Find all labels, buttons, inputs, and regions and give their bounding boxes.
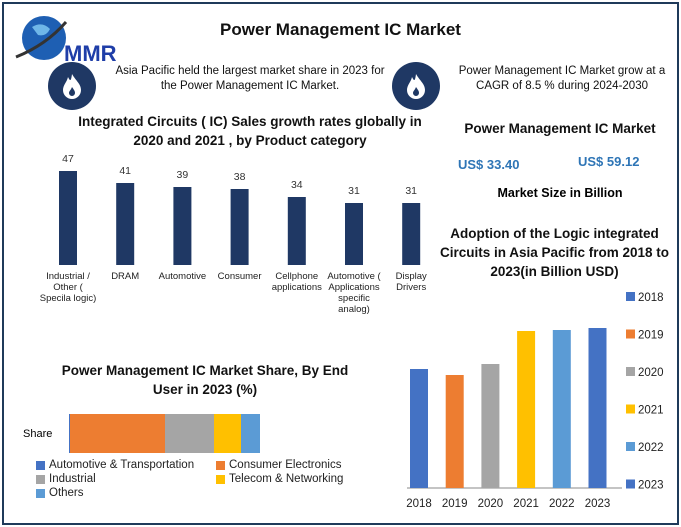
data-label: 34	[291, 179, 303, 191]
legend-label: 2018	[638, 292, 664, 304]
bar	[588, 328, 607, 488]
legend-swatch	[216, 474, 225, 484]
category-label: Automotive	[158, 271, 207, 282]
market-value-2023: US$ 33.40	[458, 157, 520, 172]
data-label: 31	[348, 185, 360, 197]
legend-label: 2021	[638, 405, 664, 417]
legend-swatch	[626, 442, 635, 451]
legend-swatch	[626, 479, 635, 489]
note-asia-pacific: Asia Pacific held the largest market sha…	[115, 65, 385, 92]
ic-sales-chart-title: Integrated Circuits ( IC) Sales growth r…	[78, 114, 422, 148]
legend-swatch	[36, 474, 45, 484]
ic-sales-chart: 47 Industrial / Other ( Specila logic) 41 D…	[39, 153, 427, 315]
bar	[552, 330, 571, 488]
category-label: DRAM	[111, 271, 140, 282]
legend-label: 2023	[638, 480, 664, 492]
category-label: Display Drivers	[395, 271, 427, 293]
x-tick-label: 2019	[442, 498, 468, 510]
legend-item: Consumer Electronics	[216, 459, 376, 471]
category-label: Cellphone applications	[271, 271, 322, 293]
bar	[481, 364, 500, 488]
bar	[287, 197, 306, 265]
page-title: Power Management IC Market	[220, 20, 461, 39]
legend-label: 2019	[638, 330, 664, 342]
legend-swatch	[36, 488, 45, 498]
legend-swatch	[626, 292, 635, 301]
market-size-caption: Market Size in Billion	[497, 186, 623, 200]
market-value-2030: US$ 59.12	[578, 154, 640, 169]
data-label: 47	[62, 153, 74, 165]
legend-label: Telecom & Networking	[229, 473, 344, 485]
market-size-title: Power Management IC Market	[464, 121, 656, 136]
x-tick-label: 2023	[585, 498, 611, 510]
mmr-logo: MMR	[12, 12, 122, 67]
legend-swatch	[626, 367, 635, 376]
share-stacked-bar	[69, 414, 260, 453]
bar	[230, 189, 249, 265]
bar	[116, 183, 135, 265]
bar	[402, 203, 421, 265]
flame-icon	[48, 62, 96, 110]
legend-item: Industrial	[36, 473, 216, 485]
bar	[410, 369, 428, 488]
legend-label: 2022	[638, 442, 664, 454]
category-label: Industrial / Other ( Specila logic)	[39, 271, 97, 304]
legend-label: Others	[49, 487, 84, 499]
data-label: 38	[234, 171, 246, 183]
x-tick-label: 2020	[478, 498, 504, 510]
legend-label: Consumer Electronics	[229, 459, 342, 471]
category-label: Consumer	[217, 271, 262, 282]
share-chart-title: Power Management IC Market Share, By End…	[61, 363, 349, 397]
segment	[214, 414, 241, 453]
x-tick-label: 2021	[513, 498, 539, 510]
segment	[69, 414, 70, 453]
legend-item: Automotive & Transportation	[36, 459, 216, 471]
legend-swatch	[626, 329, 635, 339]
logo-text: MMR	[64, 41, 117, 66]
legend-swatch	[216, 460, 225, 470]
bar	[59, 171, 77, 265]
legend-swatch	[36, 460, 45, 470]
bar	[445, 375, 464, 488]
adoption-chart: 2018 2018 2019 2019 2020 2020 2021 2021 2022 2022…	[406, 292, 664, 510]
segment	[165, 414, 215, 453]
share-axis-label: Share	[23, 428, 53, 440]
category-label: Automotive ( Applications specific analo…	[327, 271, 381, 315]
segment	[241, 414, 260, 453]
note-cagr: Power Management IC Market grow at a CAG…	[458, 65, 666, 92]
x-tick-label: 2018	[406, 498, 432, 510]
bar	[345, 203, 363, 265]
flame-icon	[392, 62, 440, 110]
legend-label: 2020	[638, 367, 664, 379]
legend-label: Automotive & Transportation	[49, 459, 195, 471]
share-legend: Automotive & Transportation Consumer Elec…	[36, 459, 376, 499]
data-label: 31	[405, 185, 417, 197]
bar	[173, 187, 192, 265]
legend-item: Others	[36, 487, 216, 499]
bar	[517, 331, 536, 488]
data-label: 41	[119, 165, 131, 177]
x-tick-label: 2022	[549, 498, 575, 510]
adoption-chart-title: Adoption of the Logic integrated Circuit…	[439, 226, 670, 279]
legend-item: Telecom & Networking	[216, 473, 376, 485]
segment	[70, 414, 165, 453]
legend-swatch	[626, 404, 635, 414]
data-label: 39	[177, 169, 189, 181]
legend-label: Industrial	[49, 473, 96, 485]
